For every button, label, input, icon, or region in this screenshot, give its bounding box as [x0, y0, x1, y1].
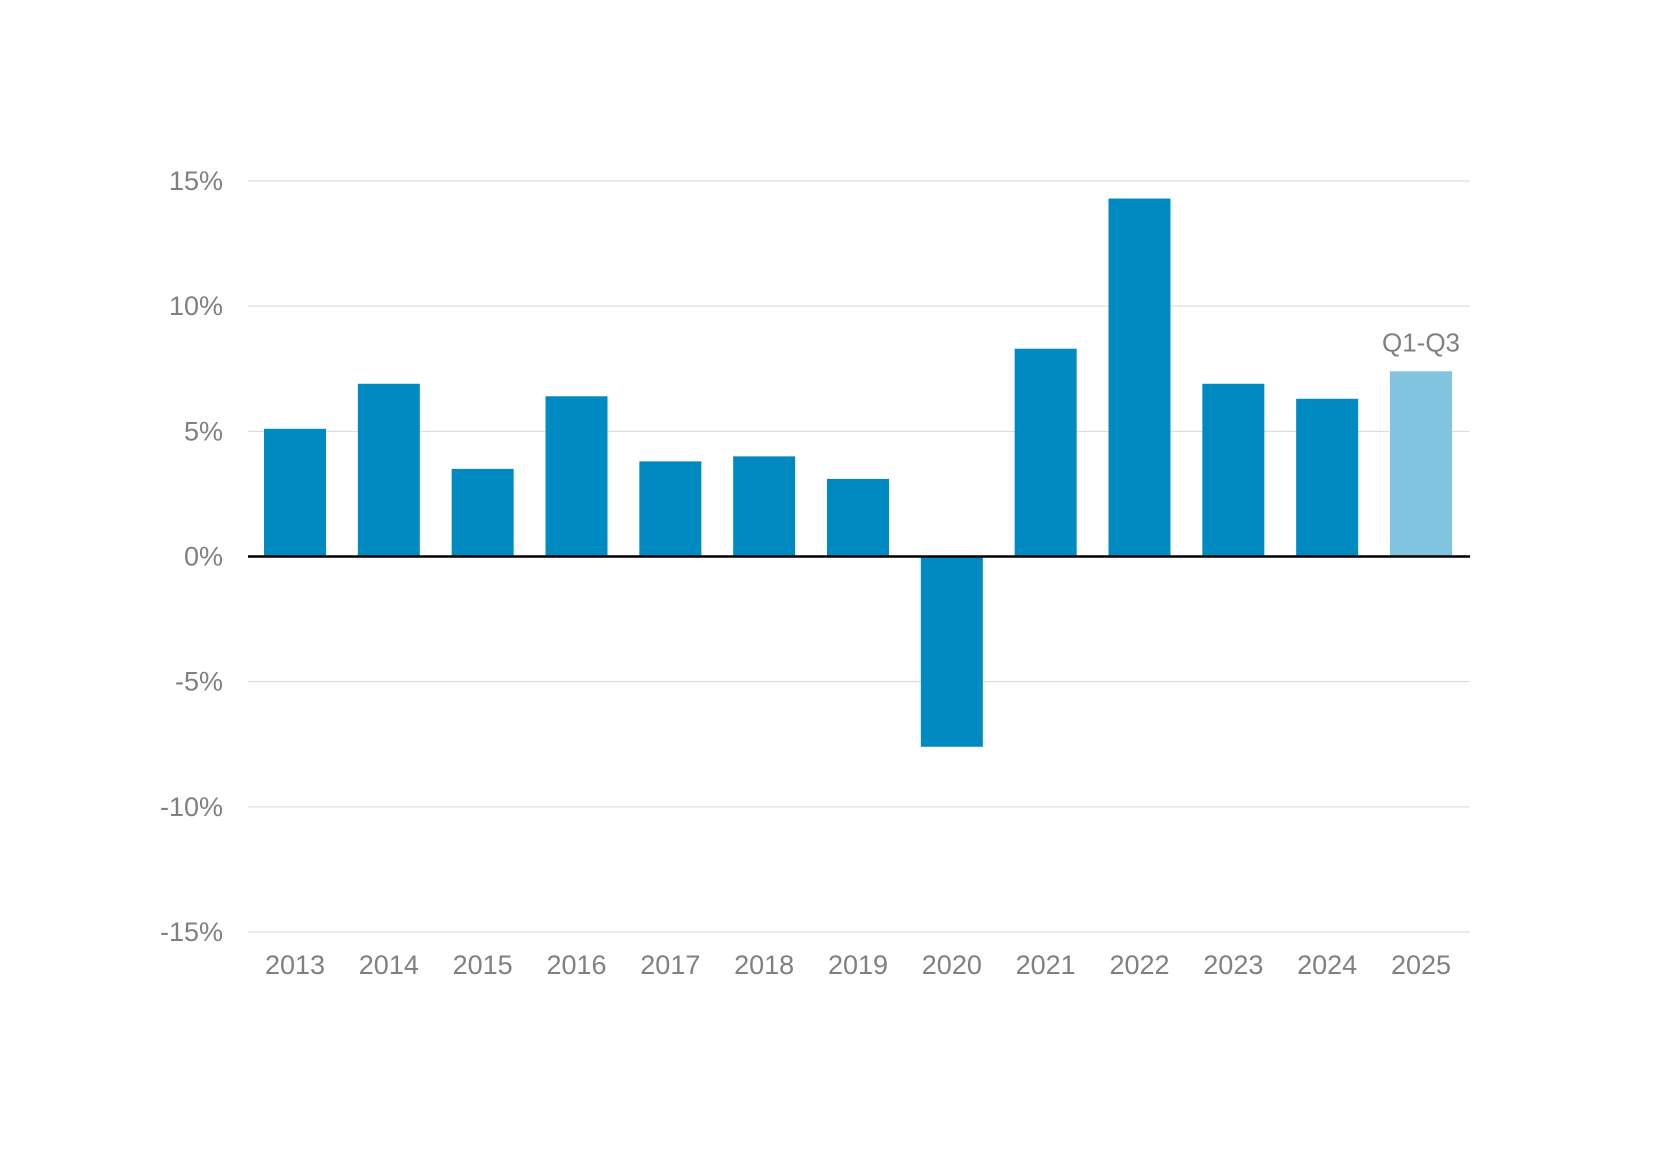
x-tick-label: 2018 [734, 950, 794, 980]
bar-2015 [451, 468, 514, 557]
x-tick-label: 2019 [828, 950, 888, 980]
y-tick-label: -15% [160, 917, 223, 947]
gridlines [248, 180, 1470, 933]
bar-2025 [1390, 371, 1452, 557]
x-tick-label: 2024 [1297, 950, 1357, 980]
bar-2018 [733, 456, 796, 557]
bar-2020 [920, 556, 983, 747]
bar-2024 [1296, 398, 1359, 557]
bar-2017 [639, 461, 702, 557]
bars [264, 198, 1452, 747]
y-axis-tick-labels: 15% 10% 5% 0% -5% -10% -15% [160, 166, 223, 947]
x-tick-label: 2015 [453, 950, 513, 980]
x-axis-tick-labels: 2013 2014 2015 2016 2017 2018 2019 2020 2021 2022… [265, 950, 1451, 980]
y-tick-label: 0% [184, 542, 223, 572]
x-tick-label: 2025 [1391, 950, 1451, 980]
bar-2021 [1014, 348, 1077, 557]
bar-2016 [545, 396, 608, 557]
annotations: Q1-Q3 [1382, 327, 1460, 357]
bar-2014 [357, 383, 420, 557]
y-tick-label: 5% [184, 416, 223, 446]
bar-2013 [264, 428, 326, 557]
x-tick-label: 2017 [640, 950, 700, 980]
y-tick-label: 15% [169, 166, 223, 196]
y-tick-label: 10% [169, 291, 223, 321]
annotation-label: Q1-Q3 [1382, 327, 1460, 357]
x-tick-label: 2022 [1109, 950, 1169, 980]
bar-2023 [1202, 383, 1265, 557]
y-tick-label: -5% [175, 667, 223, 697]
x-tick-label: 2023 [1203, 950, 1263, 980]
x-tick-label: 2014 [359, 950, 419, 980]
bar-2022 [1108, 198, 1171, 557]
x-tick-label: 2013 [265, 950, 325, 980]
bar-2019 [827, 478, 889, 557]
x-tick-label: 2020 [922, 950, 982, 980]
x-tick-label: 2021 [1016, 950, 1076, 980]
y-tick-label: -10% [160, 792, 223, 822]
x-tick-label: 2016 [546, 950, 606, 980]
